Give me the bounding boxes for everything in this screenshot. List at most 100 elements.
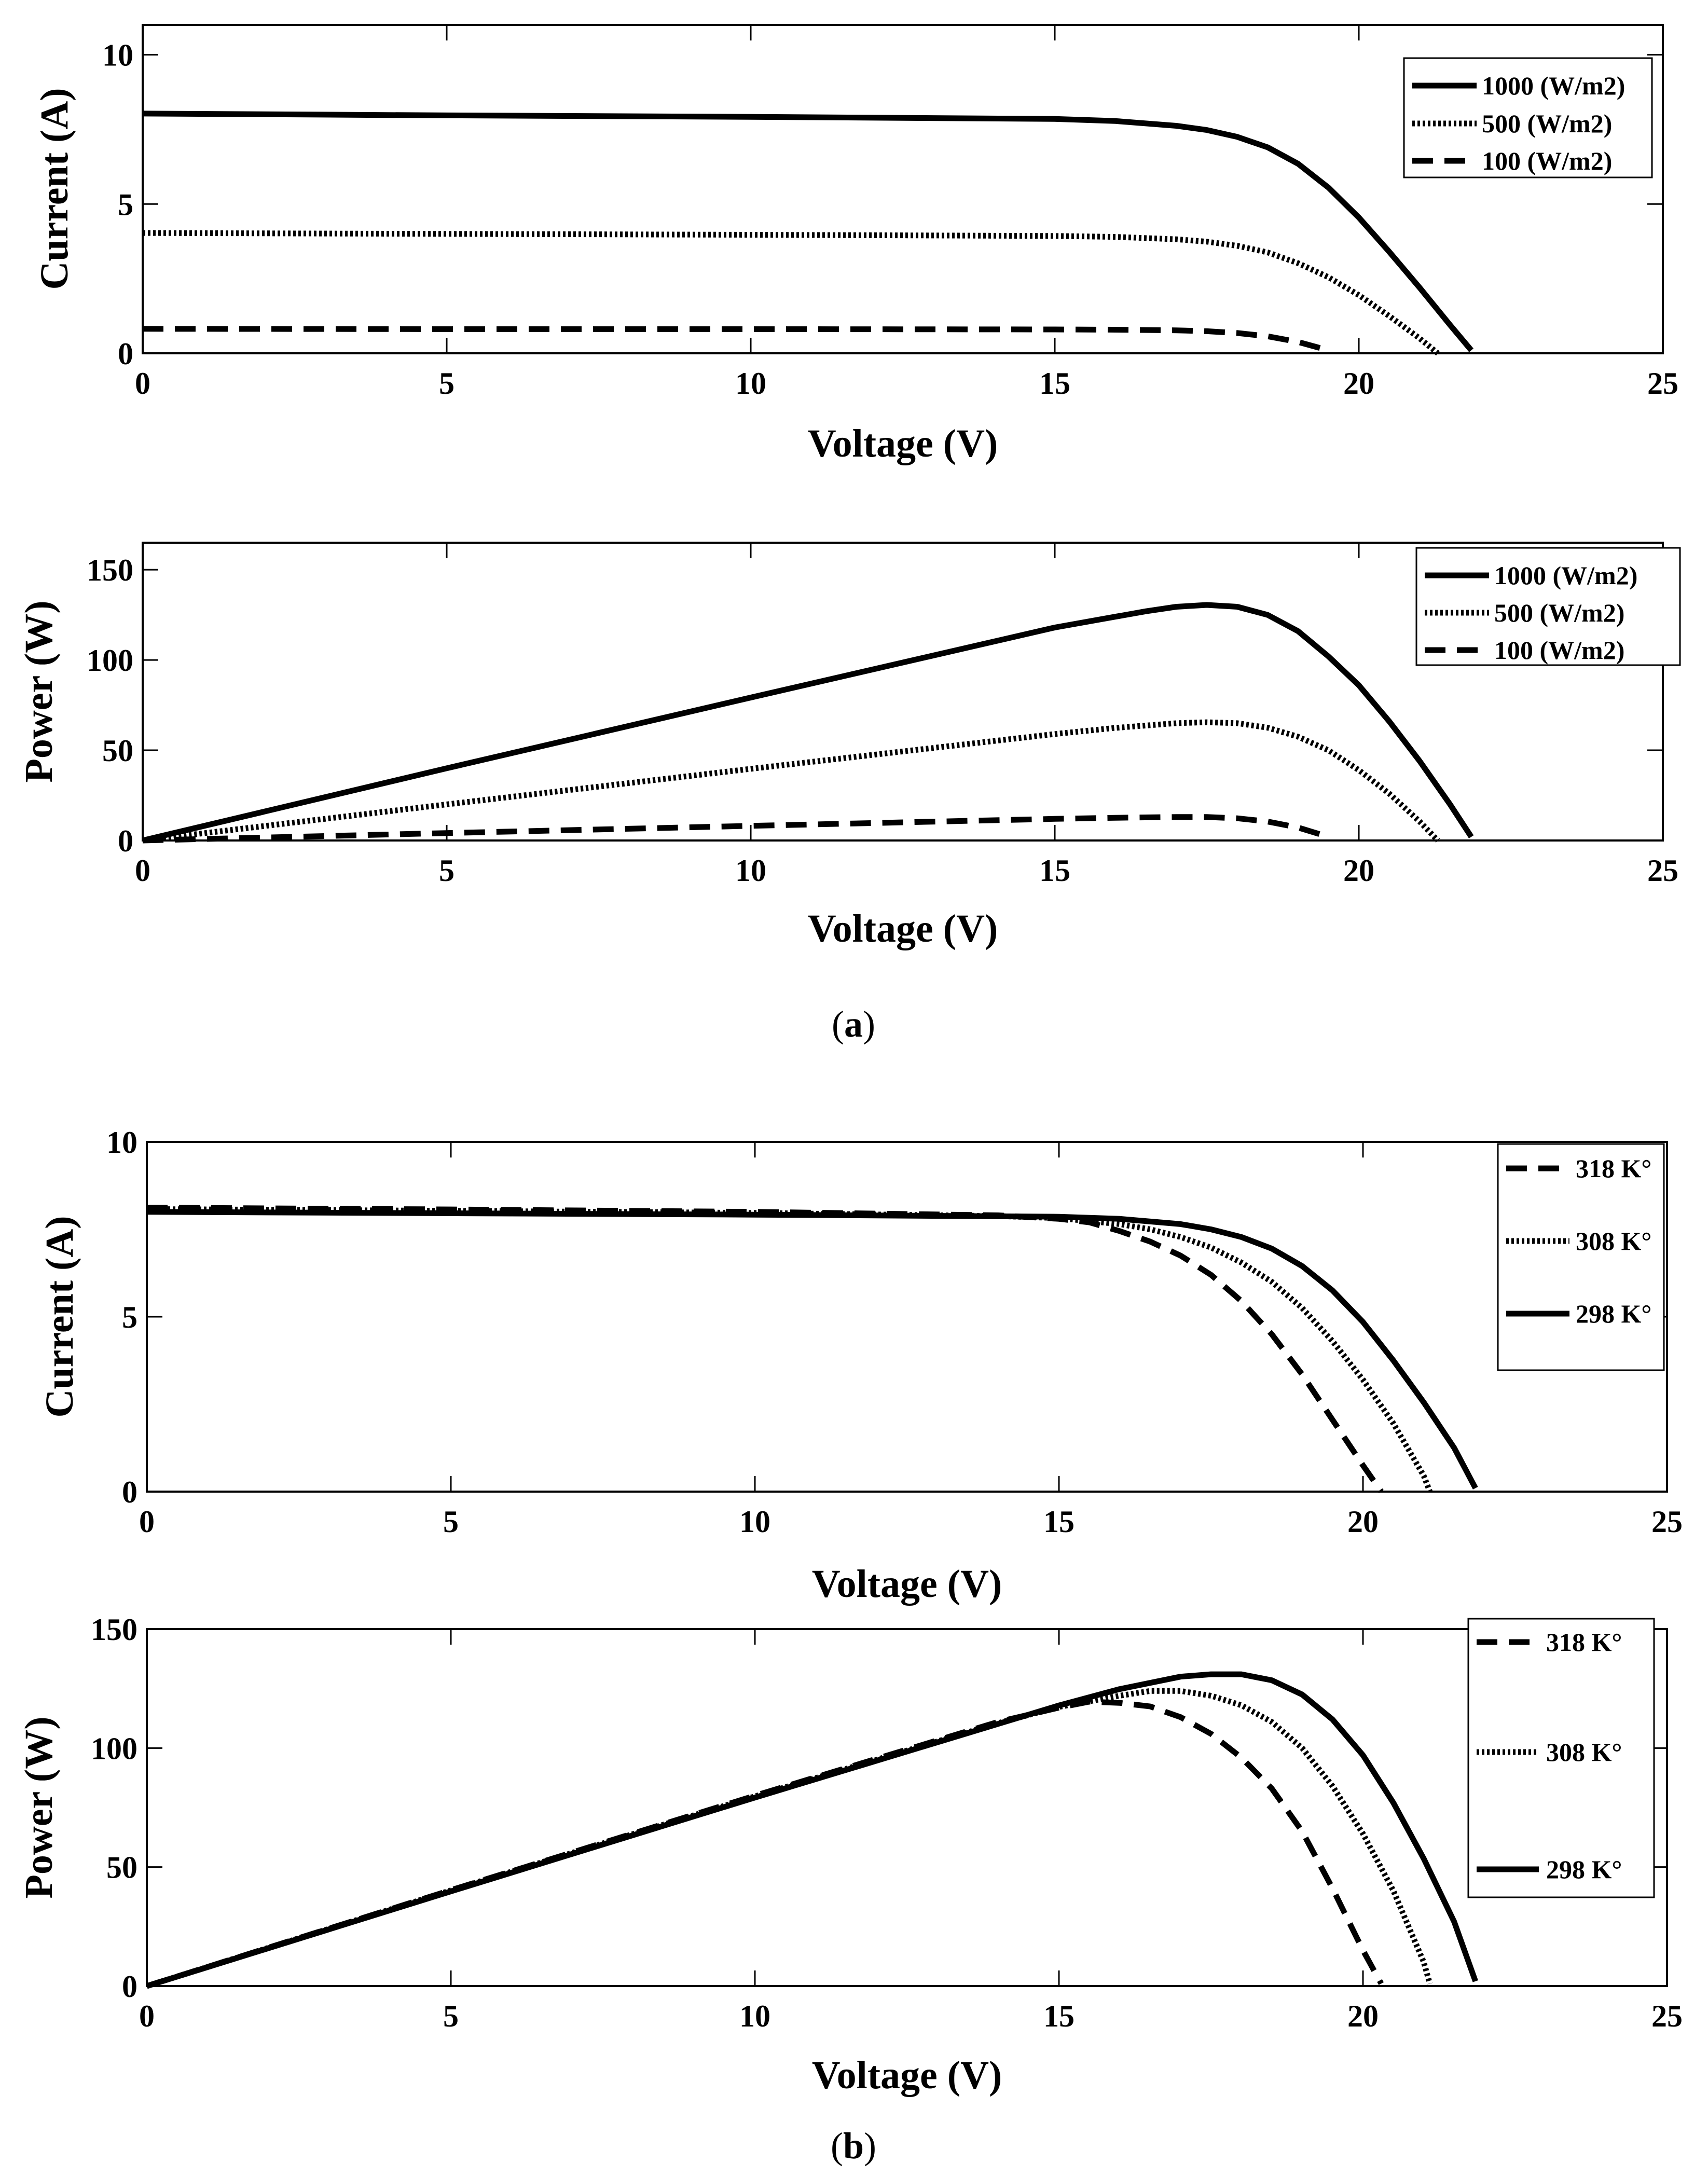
x-tick-label-a1-15: 15 (1039, 366, 1070, 401)
x-tick-label-b1-20: 20 (1347, 1505, 1379, 1539)
legend-box-a2 (1415, 547, 1681, 666)
legend-box-b2 (1467, 1618, 1655, 1898)
plot-frame-a2 (142, 542, 1664, 842)
series-layer-b1 (146, 1205, 1478, 1494)
plot-frame-a1 (142, 24, 1664, 354)
series-line-a2-2 (142, 814, 1330, 844)
legend-label-308: 308 K° (1576, 1226, 1651, 1256)
legend-a1: 1000 (W/m2) 500 (W/m2) 100 (W/m2) (1403, 57, 1653, 178)
xticks-b1: 0 5 10 15 20 25 (139, 1142, 1683, 1539)
x-tick-label-b1-25: 25 (1651, 1505, 1683, 1539)
legend-b1: 318 K° 308 K° 298 K° (1497, 1143, 1665, 1371)
x-tick-label-b1-10: 10 (739, 1505, 770, 1539)
caption-a-close: ) (863, 1003, 875, 1045)
y-tick-label-a2-100: 100 (87, 643, 133, 678)
series-line-b2-0 (146, 1699, 1384, 1989)
x-tick-label-a2-5: 5 (439, 853, 454, 888)
xticks-a2: 0 5 10 15 20 25 (135, 543, 1678, 888)
legend-box-b1 (1497, 1143, 1665, 1371)
legend-a2: 1000 (W/m2) 500 (W/m2) 100 (W/m2) (1415, 547, 1681, 666)
legend-label-500: 500 (W/m2) (1494, 598, 1624, 627)
y-tick-label-b2-150: 150 (91, 1612, 137, 1647)
yticks-b1: 0 5 10 (106, 1125, 1667, 1509)
x-tick-label-a1-0: 0 (135, 366, 150, 401)
yticks-b2: 0 50 100 150 (91, 1612, 1667, 2004)
caption-b-open: ( (831, 2125, 843, 2167)
legend-label-1000: 1000 (W/m2) (1494, 561, 1637, 590)
y-tick-label-a1-10: 10 (102, 38, 133, 73)
series-line-a2-0 (142, 602, 1474, 844)
y-tick-label-a2-50: 50 (102, 734, 133, 768)
legend-label-100: 100 (W/m2) (1482, 146, 1612, 175)
x-tick-label-a1-25: 25 (1647, 366, 1678, 401)
y-tick-label-a2-150: 150 (87, 553, 133, 587)
series-line-b1-0 (146, 1205, 1384, 1494)
x-axis-label-a1: Voltage (V) (808, 422, 998, 465)
x-axis-label-b1: Voltage (V) (812, 1562, 1002, 1606)
x-axis-label-a2: Voltage (V) (808, 907, 998, 950)
xticks-b2: 0 5 10 15 20 25 (139, 1629, 1683, 2033)
x-tick-label-a1-10: 10 (735, 366, 766, 401)
legend-b2: 318 K° 308 K° 298 K° (1467, 1618, 1655, 1898)
x-tick-label-a1-5: 5 (439, 366, 454, 401)
legend-label-318: 318 K° (1546, 1628, 1622, 1657)
series-line-a1-0 (142, 111, 1474, 352)
y-axis-label-a1: Current (A) (33, 88, 76, 290)
y-tick-label-b1-0: 0 (122, 1475, 137, 1509)
caption-b: (b) (831, 2125, 876, 2167)
chart-b2: 0 5 10 15 20 25 0 50 100 150 Voltage (V) Power (… (17, 1612, 1683, 2097)
legend-box-a1 (1403, 57, 1653, 178)
legend-label-318: 318 K° (1576, 1154, 1651, 1183)
caption-b-close: ) (864, 2125, 876, 2167)
x-tick-label-a2-10: 10 (735, 853, 766, 888)
x-tick-label-b2-20: 20 (1347, 1999, 1379, 2033)
legend-label-1000: 1000 (W/m2) (1482, 71, 1625, 100)
y-tick-label-a1-0: 0 (118, 337, 133, 371)
series-layer-b2 (146, 1671, 1478, 1989)
series-line-a1-2 (142, 326, 1329, 353)
y-tick-label-b1-10: 10 (106, 1125, 137, 1160)
caption-a: (a) (832, 1003, 875, 1045)
y-tick-label-b1-5: 5 (122, 1300, 137, 1334)
caption-b-letter: b (843, 2125, 864, 2167)
x-tick-label-b1-0: 0 (139, 1505, 155, 1539)
y-axis-label-b2: Power (W) (17, 1716, 61, 1898)
y-tick-label-b2-0: 0 (122, 1969, 137, 2004)
x-tick-label-b2-15: 15 (1043, 1999, 1075, 2033)
series-layer-a1 (142, 111, 1474, 356)
y-tick-label-a1-5: 5 (118, 187, 133, 222)
x-tick-label-a2-15: 15 (1039, 853, 1070, 888)
series-line-a1-1 (142, 230, 1440, 356)
xticks-a1: 0 5 10 15 20 25 (135, 25, 1678, 401)
legend-label-500: 500 (W/m2) (1482, 109, 1612, 138)
y-tick-label-b2-100: 100 (91, 1731, 137, 1766)
legend-label-298: 298 K° (1576, 1299, 1651, 1328)
legend-label-100: 100 (W/m2) (1494, 636, 1624, 665)
legend-label-308: 308 K° (1546, 1738, 1622, 1767)
x-tick-label-b2-5: 5 (443, 1999, 459, 2033)
chart-a2: 0 5 10 15 20 25 0 50 100 150 Voltage (V) Power (… (17, 542, 1681, 950)
y-tick-label-a2-0: 0 (118, 824, 133, 858)
x-tick-label-b2-10: 10 (739, 1999, 770, 2033)
y-tick-label-b2-50: 50 (106, 1851, 137, 1885)
caption-a-open: ( (832, 1003, 844, 1045)
x-axis-label-b2: Voltage (V) (812, 2053, 1002, 2097)
x-tick-label-b2-0: 0 (139, 1999, 155, 2033)
x-tick-label-b1-15: 15 (1043, 1505, 1075, 1539)
yticks-a1: 0 5 10 (102, 38, 1663, 371)
x-tick-label-b1-5: 5 (443, 1505, 459, 1539)
legend-label-298: 298 K° (1546, 1855, 1622, 1884)
series-layer-a2 (142, 602, 1474, 844)
x-tick-label-a2-25: 25 (1647, 853, 1678, 888)
series-line-a2-1 (142, 719, 1440, 844)
x-tick-label-b2-25: 25 (1651, 1999, 1683, 2033)
x-tick-label-a2-20: 20 (1343, 853, 1374, 888)
y-axis-label-a2: Power (W) (17, 600, 61, 782)
caption-a-letter: a (844, 1003, 863, 1045)
series-line-b2-2 (146, 1671, 1478, 1989)
y-axis-label-b1: Current (A) (38, 1216, 81, 1417)
x-tick-label-a1-20: 20 (1343, 366, 1374, 401)
